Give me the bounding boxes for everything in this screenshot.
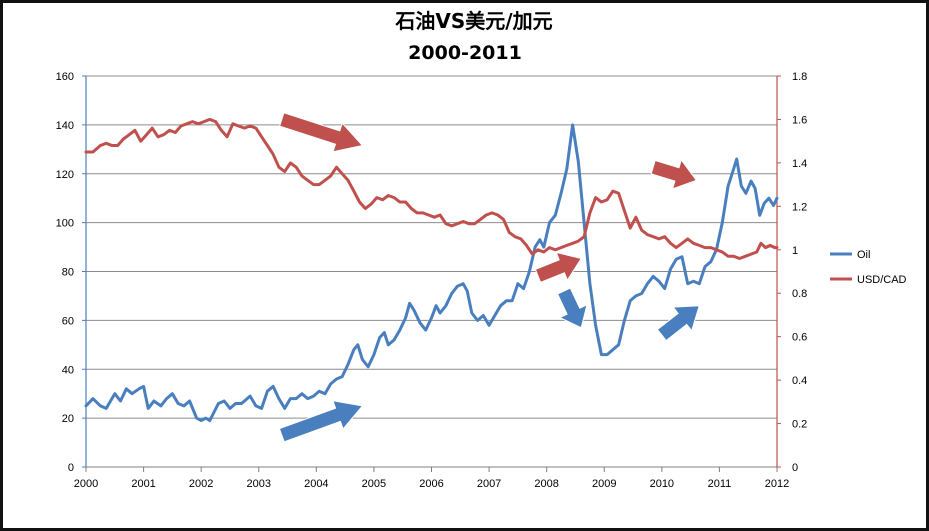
y-right-tick-label: 1.6 bbox=[792, 114, 807, 126]
y-right-tick-label: 1 bbox=[792, 245, 798, 257]
y-right-tick-label: 0.4 bbox=[792, 375, 807, 387]
y-left-tick-label: 0 bbox=[68, 462, 74, 474]
y-left-tick-label: 120 bbox=[56, 169, 74, 181]
chart-subtitle: 2000-2011 bbox=[408, 42, 522, 64]
x-tick-label: 2008 bbox=[534, 478, 558, 490]
annotation-arrow-3 bbox=[534, 251, 582, 283]
annotation-arrow-5 bbox=[650, 158, 698, 190]
legend: Oil USD/CAD bbox=[830, 249, 907, 286]
x-tick-label: 2010 bbox=[650, 478, 674, 490]
chart-title: 石油VS美元/加元 bbox=[394, 9, 552, 33]
y-left-tick-label: 140 bbox=[56, 120, 74, 132]
x-tick-label: 2001 bbox=[131, 478, 155, 490]
annotation-arrow-6 bbox=[656, 305, 700, 342]
x-tick-label: 2000 bbox=[74, 478, 98, 490]
x-tick-label: 2011 bbox=[708, 478, 732, 490]
x-tick-label: 2012 bbox=[765, 478, 789, 490]
y-left-tick-label: 40 bbox=[62, 364, 74, 376]
x-tick-label: 2004 bbox=[304, 478, 328, 490]
y-left-tick-label: 60 bbox=[62, 315, 74, 327]
x-tick-label: 2009 bbox=[592, 478, 616, 490]
y-right-tick-label: 0 bbox=[792, 462, 798, 474]
series-line-usd-cad bbox=[84, 117, 779, 260]
axes: 0 20 40 60 80 100 120 140 160 0 0.2 0.4 0.6 0.8 1 1.2 1.… bbox=[56, 71, 808, 490]
annotation-arrows bbox=[278, 112, 700, 443]
x-tick-label: 2007 bbox=[477, 478, 501, 490]
x-tick-label: 2003 bbox=[247, 478, 271, 490]
x-tick-label: 2002 bbox=[189, 478, 213, 490]
x-tick-label: 2006 bbox=[419, 478, 443, 490]
x-tick-label: 2005 bbox=[362, 478, 386, 490]
y-right-tick-label: 0.2 bbox=[792, 419, 807, 431]
y-left-tick-label: 100 bbox=[56, 218, 74, 230]
y-left-tick-label: 80 bbox=[62, 267, 74, 279]
y-right-tick-label: 1.8 bbox=[792, 71, 807, 83]
series-layer bbox=[84, 117, 779, 423]
legend-label-oil: Oil bbox=[857, 249, 870, 261]
y-right-tick-label: 1.2 bbox=[792, 201, 807, 213]
annotation-arrow-1 bbox=[278, 112, 364, 153]
y-right-tick-label: 1.4 bbox=[792, 158, 807, 170]
annotation-arrow-4 bbox=[556, 287, 588, 329]
y-left-tick-label: 20 bbox=[62, 413, 74, 425]
y-right-tick-label: 0.8 bbox=[792, 288, 807, 300]
annotation-arrow-2 bbox=[278, 400, 364, 443]
series-line-oil bbox=[84, 123, 779, 423]
legend-label-usdcad: USD/CAD bbox=[857, 274, 907, 286]
y-right-tick-label: 0.6 bbox=[792, 332, 807, 344]
y-left-tick-label: 160 bbox=[56, 71, 74, 83]
